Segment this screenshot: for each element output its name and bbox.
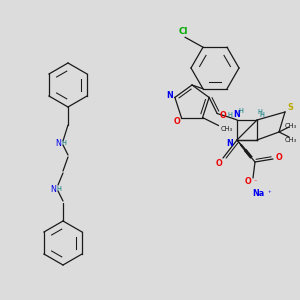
Text: O: O	[244, 178, 251, 187]
Text: O: O	[174, 117, 181, 126]
Text: CH₃: CH₃	[285, 137, 297, 143]
Text: H: H	[228, 112, 232, 118]
Text: H: H	[57, 186, 62, 192]
Text: O: O	[220, 111, 226, 120]
Text: H: H	[258, 109, 262, 115]
Text: N: N	[226, 139, 233, 148]
Text: H: H	[239, 107, 244, 113]
Text: O: O	[276, 152, 282, 161]
Text: H: H	[260, 112, 264, 118]
Text: O: O	[216, 158, 222, 167]
Text: N: N	[50, 184, 56, 194]
Text: N: N	[233, 110, 239, 119]
Text: N: N	[55, 139, 61, 148]
Text: S: S	[287, 103, 293, 112]
Text: ⁻: ⁻	[253, 179, 257, 185]
Text: Cl: Cl	[178, 27, 188, 36]
Text: N: N	[167, 91, 173, 100]
Text: Na: Na	[252, 190, 264, 199]
Text: H: H	[61, 140, 66, 146]
Text: ⁺: ⁺	[267, 191, 271, 197]
Text: CH₃: CH₃	[285, 123, 297, 129]
Text: CH₃: CH₃	[220, 126, 232, 132]
